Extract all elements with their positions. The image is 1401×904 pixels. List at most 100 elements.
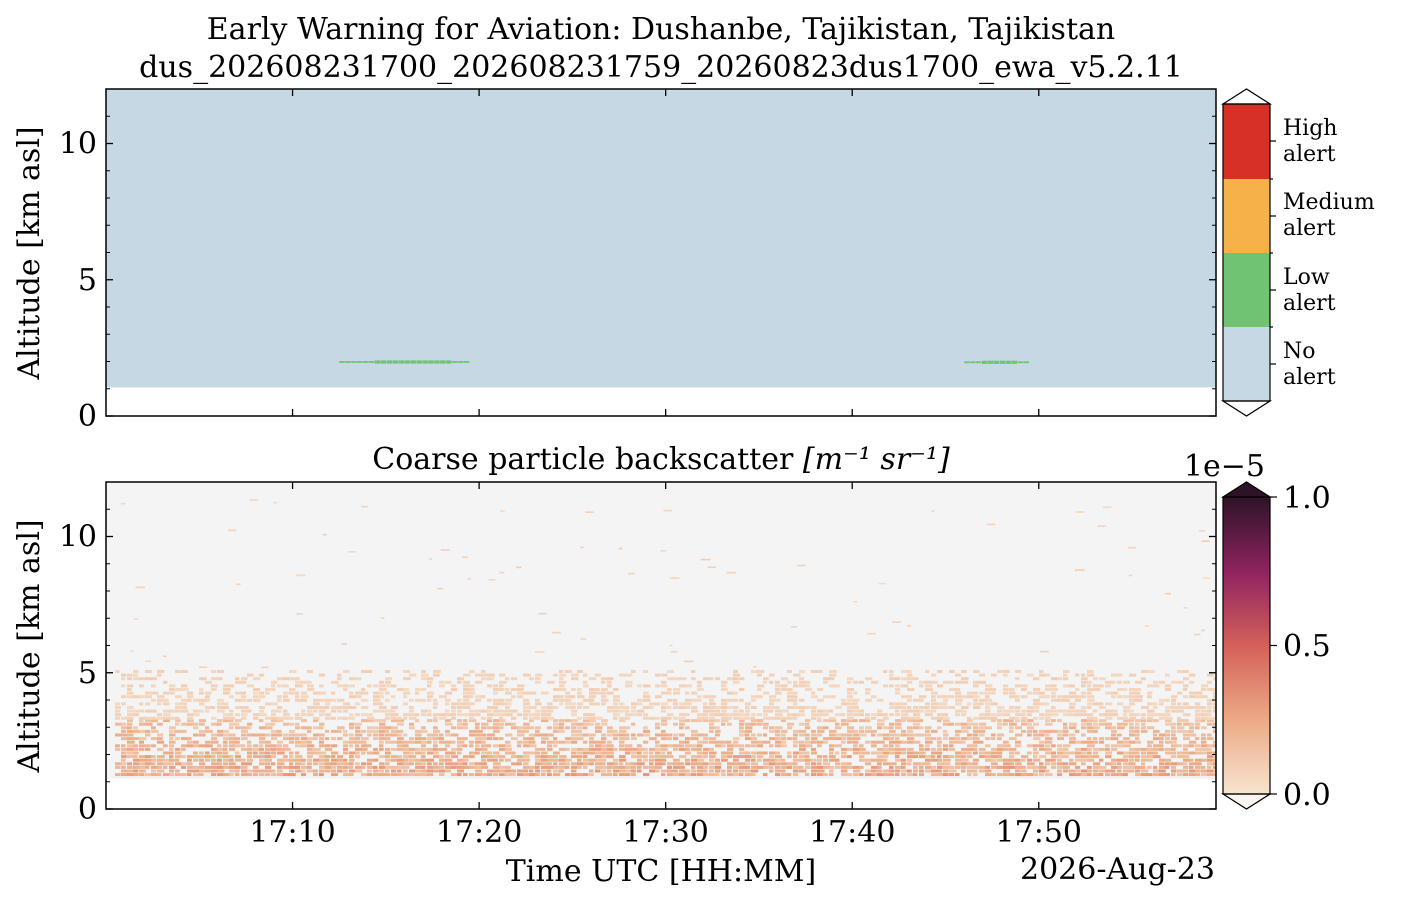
backscatter-cell — [403, 747, 410, 751]
backscatter-cell — [379, 740, 384, 744]
backscatter-cell — [199, 729, 207, 733]
backscatter-cell — [889, 747, 896, 751]
backscatter-cell — [277, 677, 285, 681]
backscatter-cell — [319, 769, 325, 773]
backscatter-cell — [811, 773, 817, 777]
backscatter-cell — [1213, 695, 1216, 699]
backscatter-cell — [445, 729, 450, 733]
backscatter-cell — [553, 706, 559, 709]
backscatter-cell — [733, 698, 738, 702]
backscatter-cell — [931, 769, 939, 773]
backscatter-cell — [163, 758, 170, 762]
backscatter-cell — [793, 702, 798, 706]
backscatter-cell — [421, 755, 426, 759]
backscatter-cell — [271, 722, 276, 726]
backscatter-cell — [253, 698, 261, 702]
backscatter-cell — [367, 765, 375, 769]
backscatter-cell — [841, 719, 847, 723]
backscatter-cell — [451, 706, 457, 709]
backscatter-cell — [457, 773, 462, 777]
backscatter-cell — [277, 758, 284, 762]
backscatter-cell — [799, 740, 805, 744]
backscatter-cell — [1171, 729, 1177, 733]
backscatter-cell — [1147, 747, 1155, 751]
backscatter-cell — [739, 677, 745, 681]
backscatter-cell — [943, 716, 950, 720]
backscatter-cell — [631, 773, 636, 777]
backscatter-cell — [853, 709, 861, 713]
backscatter-cell — [121, 684, 126, 688]
backscatter-cell — [901, 729, 906, 733]
backscatter-cell — [661, 755, 669, 759]
backscatter-cell — [595, 758, 603, 762]
backscatter-cell — [517, 713, 523, 717]
backscatter-cell — [1021, 758, 1026, 762]
backscatter-cell — [679, 755, 687, 759]
backscatter-cell — [265, 773, 271, 777]
backscatter-cell — [709, 773, 715, 777]
backscatter-cell — [337, 762, 344, 766]
backscatter-cell — [1183, 737, 1190, 741]
backscatter-cell — [733, 744, 740, 748]
backscatter-cell — [319, 744, 325, 748]
backscatter-cell — [181, 729, 187, 733]
backscatter-cell — [685, 740, 690, 744]
backscatter-cell — [487, 737, 493, 741]
backscatter-cell — [415, 751, 423, 755]
backscatter-cell — [133, 726, 139, 730]
backscatter-cell — [349, 773, 354, 777]
backscatter-cell — [265, 758, 272, 762]
backscatter-cell — [133, 709, 139, 713]
backscatter-cell — [427, 751, 434, 755]
backscatter-cell — [685, 684, 692, 688]
backscatter-cell — [601, 677, 609, 681]
backscatter-cell — [925, 740, 933, 744]
backscatter-cell — [475, 769, 483, 773]
backscatter-cell — [475, 726, 480, 730]
backscatter-cell — [1129, 716, 1137, 720]
colorbar-extend-bottom — [1220, 793, 1273, 810]
backscatter-cell — [295, 722, 300, 726]
backscatter-cell — [157, 698, 165, 702]
backscatter-cell — [751, 706, 757, 709]
backscatter-cell — [763, 773, 768, 777]
backscatter-cell — [1135, 751, 1140, 755]
backscatter-cell — [205, 765, 212, 769]
backscatter-cell — [727, 716, 732, 720]
backscatter-cell — [925, 762, 931, 766]
backscatter-cell — [667, 769, 674, 773]
backscatter-cell — [811, 747, 817, 751]
backscatter-cell — [1045, 709, 1053, 713]
backscatter-cell — [409, 758, 416, 762]
backscatter-cell — [415, 762, 422, 766]
backscatter-cell — [373, 702, 380, 706]
backscatter-cell — [583, 755, 588, 759]
backscatter-cell — [595, 744, 603, 748]
colorbar-extend-bottom — [1220, 400, 1273, 417]
backscatter-cell — [1087, 688, 1094, 691]
backscatter-cell — [1171, 726, 1176, 730]
backscatter-cell — [1003, 773, 1010, 777]
backscatter-cell — [367, 744, 372, 748]
backscatter-cell — [847, 713, 853, 717]
backscatter-cell — [463, 758, 469, 762]
backscatter-cell — [475, 729, 483, 733]
backscatter-cell — [955, 688, 960, 691]
backscatter-cell — [1075, 758, 1083, 762]
backscatter-cell — [643, 684, 651, 688]
backscatter-cell — [445, 733, 452, 737]
backscatter-cell — [385, 716, 391, 720]
backscatter-cell — [139, 677, 147, 681]
backscatter-cell — [1123, 762, 1131, 766]
backscatter-speckle — [1075, 569, 1085, 571]
backscatter-cell — [361, 670, 368, 673]
backscatter-cell — [889, 769, 895, 773]
backscatter-cell — [145, 719, 152, 723]
backscatter-cell — [1129, 691, 1136, 695]
backscatter-cell — [907, 758, 913, 762]
backscatter-cell — [925, 670, 930, 673]
backscatter-cell — [991, 758, 997, 762]
backscatter-cell — [829, 751, 834, 755]
backscatter-cell — [781, 769, 786, 773]
backscatter-cell — [541, 762, 549, 766]
